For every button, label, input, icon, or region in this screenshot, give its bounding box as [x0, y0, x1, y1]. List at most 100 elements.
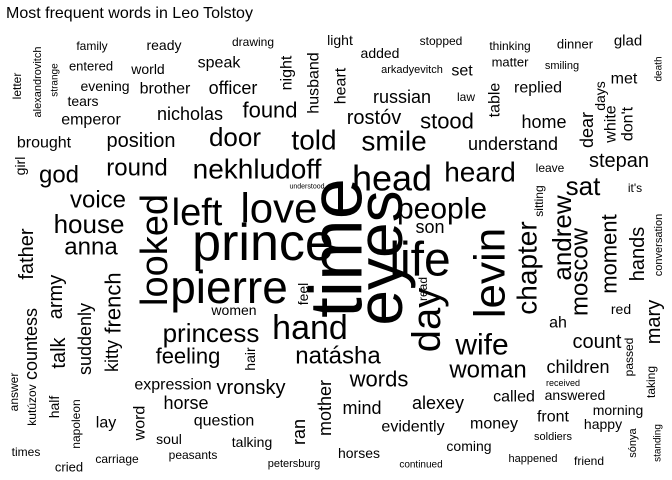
- word-husband: husband: [306, 52, 323, 113]
- word-levin: levin: [466, 228, 515, 319]
- word-dinner: dinner: [557, 37, 594, 52]
- word-morning: morning: [593, 402, 644, 418]
- word-received: received: [546, 378, 580, 388]
- word-answer: answer: [7, 373, 21, 412]
- word-strange: strange: [50, 63, 61, 97]
- word-peasants: peasants: [169, 448, 218, 462]
- word-arkadyevitch: arkadyevitch: [381, 64, 443, 76]
- word-called: called: [493, 389, 535, 406]
- word-death: death: [654, 56, 665, 81]
- word-coming: coming: [446, 438, 491, 454]
- word-soldiers: soldiers: [534, 431, 572, 443]
- word-cried: cried: [55, 460, 83, 475]
- word-prince: prince: [192, 214, 334, 272]
- word-day: day: [405, 288, 449, 353]
- word-kitty: kitty: [102, 340, 122, 372]
- word-half: half: [46, 396, 62, 419]
- word-alexey: alexey: [412, 393, 464, 413]
- word-glad: glad: [614, 33, 642, 50]
- word-lay: lay: [96, 415, 116, 432]
- word-petersburg: petersburg: [268, 458, 321, 470]
- word-continued: continued: [399, 460, 442, 471]
- word-chapter: chapter: [512, 221, 543, 314]
- word-standing: standing: [653, 424, 664, 462]
- word-expression: expression: [134, 377, 211, 394]
- word-emperor: emperor: [61, 112, 121, 129]
- word-conversation: conversation: [653, 214, 665, 276]
- word-table: table: [487, 83, 504, 118]
- word-taking: taking: [644, 366, 658, 398]
- word-speak: speak: [198, 55, 242, 72]
- word-brother: brother: [140, 81, 191, 98]
- word-eyes: eyes: [344, 190, 416, 325]
- word-count: count: [573, 331, 622, 353]
- word-son: son: [415, 217, 444, 237]
- word-happy: happy: [584, 416, 622, 432]
- word-ran: ran: [289, 419, 309, 445]
- word-people: people: [397, 193, 487, 226]
- word-don-t: don't: [620, 106, 637, 141]
- word-russian: russian: [373, 87, 431, 107]
- word-father: father: [16, 228, 38, 279]
- word-countess: countess: [21, 308, 41, 380]
- word-ah: ah: [549, 315, 567, 332]
- word-night: night: [279, 55, 296, 90]
- word-woman: woman: [448, 357, 526, 384]
- word-evidently: evidently: [381, 419, 444, 436]
- word-answered: answered: [545, 387, 606, 403]
- word-smile: smile: [361, 126, 426, 157]
- word-left: left: [172, 192, 223, 234]
- word-hands: hands: [627, 227, 649, 282]
- word-it-s: it's: [628, 181, 642, 195]
- word-horse: horse: [163, 393, 208, 413]
- word-napoleon: napoleon: [69, 399, 83, 448]
- word-white: white: [603, 105, 620, 143]
- word-drawing: drawing: [232, 35, 274, 49]
- word-position: position: [107, 130, 176, 152]
- word-wife: wife: [454, 329, 508, 362]
- word-happened: happened: [509, 453, 558, 465]
- word-nat-sha: natásha: [295, 343, 381, 370]
- word-andrew: andrew: [547, 195, 577, 280]
- word-talking: talking: [232, 434, 272, 450]
- word-tears: tears: [67, 93, 98, 109]
- word-replied: replied: [514, 80, 562, 97]
- word-ready: ready: [146, 37, 181, 53]
- word-brought: brought: [17, 135, 72, 152]
- word-world: world: [130, 61, 164, 77]
- word-thinking: thinking: [489, 39, 530, 53]
- word-understand: understand: [468, 134, 558, 154]
- word-letter: letter: [10, 73, 24, 100]
- word-met: met: [611, 71, 638, 88]
- word-looked: looked: [134, 194, 176, 306]
- word-evening: evening: [80, 78, 129, 94]
- word-stopped: stopped: [420, 34, 463, 48]
- word-stood: stood: [420, 109, 474, 134]
- word-family: family: [76, 39, 107, 53]
- word-light: light: [327, 32, 353, 48]
- word-s-nya: sónya: [627, 427, 639, 457]
- word-passed: passed: [622, 338, 636, 377]
- word-sat: sat: [566, 171, 601, 201]
- word-hand: hand: [272, 309, 348, 347]
- word-friend: friend: [574, 454, 604, 468]
- word-nekhludoff: nekhludoff: [193, 154, 322, 185]
- word-heard: heard: [444, 157, 516, 188]
- word-time: time: [295, 178, 378, 318]
- word-mind: mind: [342, 398, 381, 418]
- word-feel: feel: [295, 283, 311, 306]
- word-entered: entered: [69, 59, 113, 74]
- word-door: door: [209, 122, 261, 152]
- word-house: house: [54, 209, 125, 239]
- word-moment: moment: [597, 214, 622, 293]
- word-alexandrovitch: alexandrovitch: [32, 47, 44, 118]
- chart-title: Most frequent words in Leo Tolstoy: [6, 5, 253, 22]
- word-word: word: [132, 406, 149, 442]
- word-matter: matter: [492, 55, 530, 70]
- word-talk: talk: [48, 336, 70, 368]
- word-stepan: stepan: [589, 150, 649, 172]
- word-vronsky: vronsky: [217, 377, 286, 399]
- word-nicholas: nicholas: [157, 104, 223, 124]
- word-mary: mary: [643, 300, 665, 344]
